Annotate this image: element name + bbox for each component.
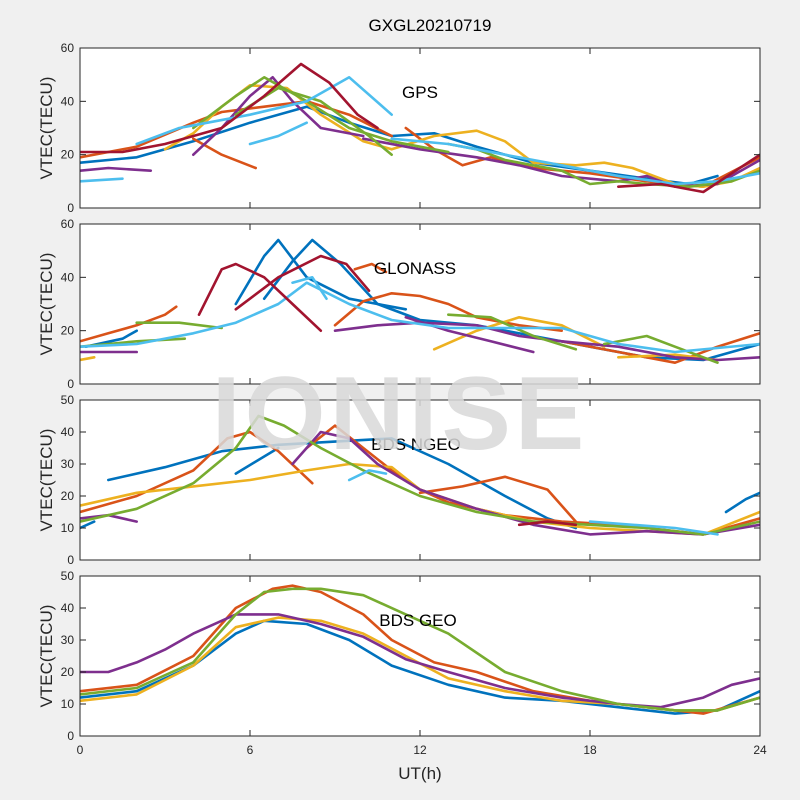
series-line-18	[80, 281, 760, 354]
x-axis-label: UT(h)	[398, 764, 441, 783]
series-line-7	[560, 331, 760, 365]
subplot-3: 0 10 20 30 40 50 VTEC(TECU) BDS NGEO	[37, 393, 761, 567]
subplot-2: 0 20 40 60 VTEC(TECU) GLONASS	[37, 217, 761, 391]
series-line-5	[80, 587, 760, 712]
subplot-4: 0 6 12 18 24 0 10 20 30 40 50 VTEC(TECU) BDS GEO	[37, 569, 767, 757]
y-tick-label: 40	[61, 94, 75, 108]
x-tick-label: 0	[77, 743, 84, 757]
y-tick-label: 30	[61, 457, 75, 471]
series-line-19	[291, 275, 328, 301]
y-tick-label: 0	[67, 201, 74, 215]
series-line-1	[107, 437, 578, 530]
figure-title: GXGL20210719	[369, 16, 492, 35]
y-tick-label: 40	[61, 270, 75, 284]
series-line-21	[234, 254, 371, 311]
series-group	[80, 238, 760, 365]
series-line-12	[347, 469, 388, 482]
x-tick-label: 24	[753, 743, 767, 757]
x-tick-label: 6	[247, 743, 254, 757]
series-line-4	[234, 446, 280, 475]
y-axis-label: VTEC(TECU)	[37, 605, 56, 708]
series-line-13	[588, 520, 719, 536]
series-line-12	[446, 142, 760, 188]
series-line-10	[291, 430, 760, 536]
series-line-14	[135, 76, 394, 146]
plot-area	[80, 400, 760, 560]
series-line-15	[248, 121, 309, 146]
series-group	[80, 62, 760, 194]
series-group	[80, 414, 760, 536]
series-line-2	[80, 520, 96, 530]
series-line-4	[80, 305, 178, 343]
series-line-16	[390, 137, 760, 186]
y-tick-label: 0	[67, 729, 74, 743]
series-line-6	[353, 262, 388, 274]
y-tick-label: 40	[61, 425, 75, 439]
series-line-14	[517, 520, 578, 527]
y-tick-label: 10	[61, 697, 75, 711]
panel-annotation: BDS GEO	[379, 611, 456, 630]
y-tick-label: 20	[61, 489, 75, 503]
series-line-13	[80, 177, 124, 183]
y-tick-label: 60	[61, 41, 75, 55]
y-tick-label: 0	[67, 377, 74, 391]
panel-annotation: GLONASS	[374, 259, 456, 278]
series-line-2	[262, 238, 760, 362]
x-tick-label: 18	[583, 743, 597, 757]
series-line-17	[602, 334, 719, 365]
series-line-1	[80, 619, 760, 715]
y-tick-label: 30	[61, 633, 75, 647]
y-tick-label: 60	[61, 217, 75, 231]
y-axis-label: VTEC(TECU)	[37, 77, 56, 180]
series-line-6	[418, 475, 578, 523]
y-tick-label: 20	[61, 148, 75, 162]
series-group	[80, 584, 760, 715]
series-line-9	[80, 166, 153, 172]
series-line-11	[80, 414, 760, 536]
series-line-15	[135, 321, 223, 330]
x-tick-label: 12	[413, 743, 427, 757]
series-line-5	[163, 84, 394, 151]
y-axis-label: VTEC(TECU)	[37, 429, 56, 532]
series-line-5	[80, 430, 314, 514]
series-line-10	[192, 76, 450, 154]
series-line-16	[446, 313, 578, 351]
series-line-3	[724, 491, 760, 514]
y-tick-label: 20	[61, 324, 75, 338]
y-tick-label: 40	[61, 601, 75, 615]
y-tick-label: 50	[61, 569, 75, 583]
series-line-17	[80, 62, 379, 154]
series-line-18	[616, 153, 760, 194]
y-tick-label: 20	[61, 665, 75, 679]
series-line-8	[80, 355, 96, 362]
y-tick-label: 10	[61, 521, 75, 535]
subplot-1: 0 20 40 60 VTEC(TECU) GPS	[37, 41, 761, 215]
y-tick-label: 50	[61, 393, 75, 407]
series-line-4	[80, 613, 760, 709]
y-axis-label: VTEC(TECU)	[37, 253, 56, 356]
panel-annotation: GPS	[402, 83, 438, 102]
series-line-20	[197, 262, 323, 333]
panel-annotation: BDS NGEO	[371, 435, 461, 454]
y-tick-label: 0	[67, 553, 74, 567]
series-line-5	[333, 291, 564, 333]
